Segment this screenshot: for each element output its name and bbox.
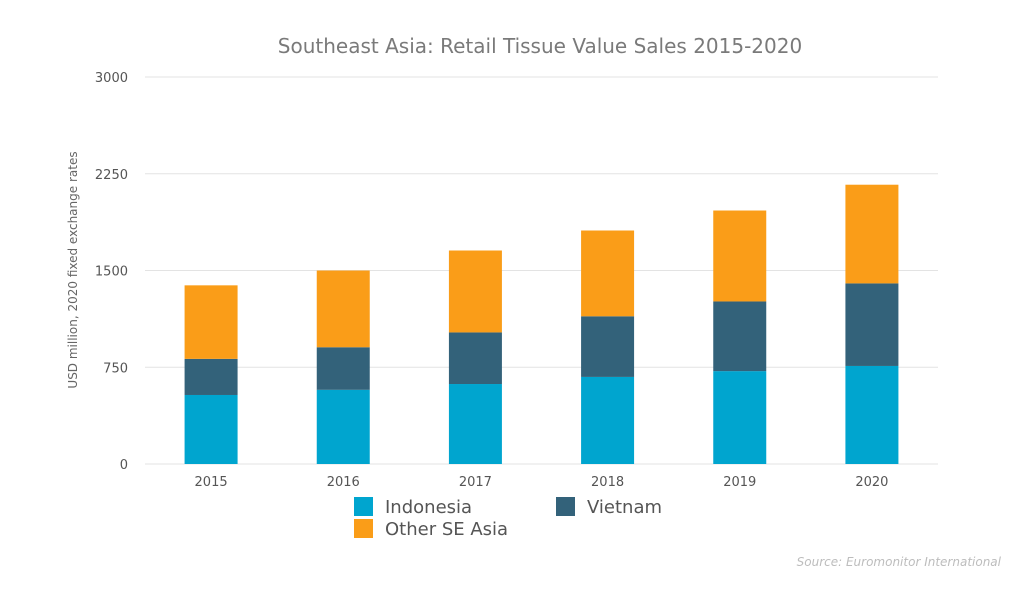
bar-other-se-asia-2016 (316, 270, 370, 348)
bar-other-se-asia-2017 (448, 250, 502, 333)
x-tick-label: 2017 (459, 475, 492, 490)
legend-label-other-se-asia: Other SE Asia (385, 519, 508, 540)
y-tick-label: 1500 (95, 265, 128, 280)
gridlines (145, 76, 938, 465)
bars (184, 184, 899, 464)
y-axis-ticks: 0 750 1500 2250 3000 (95, 71, 128, 473)
x-tick-label: 2016 (327, 475, 360, 490)
bar-other-se-asia-2020 (845, 184, 899, 284)
bar-other-se-asia-2018 (581, 230, 635, 317)
x-tick-label: 2019 (723, 475, 756, 490)
bar-other-se-asia-2019 (713, 210, 767, 302)
x-tick-label: 2015 (195, 475, 228, 490)
y-tick-label: 2250 (95, 168, 128, 183)
bar-vietnam-2016 (316, 347, 370, 390)
y-tick-label: 0 (120, 458, 128, 473)
x-tick-label: 2020 (855, 475, 888, 490)
bar-indonesia-2020 (845, 365, 899, 464)
legend-swatch-indonesia (354, 497, 373, 516)
bar-vietnam-2020 (845, 283, 899, 366)
source-note: Source: Euromonitor International (797, 555, 1002, 569)
bar-vietnam-2019 (713, 301, 767, 372)
y-axis-label: USD million, 2020 fixed exchange rates (66, 151, 80, 388)
bar-indonesia-2017 (448, 384, 502, 464)
x-tick-label: 2018 (591, 475, 624, 490)
bar-indonesia-2016 (316, 389, 370, 464)
legend-swatch-other-se-asia (354, 519, 373, 538)
x-axis-ticks: 2015 2016 2017 2018 2019 2020 (195, 475, 889, 490)
chart-title: Southeast Asia: Retail Tissue Value Sale… (278, 34, 802, 58)
bar-vietnam-2015 (184, 358, 238, 395)
y-tick-label: 3000 (95, 71, 128, 86)
bar-vietnam-2018 (581, 316, 635, 377)
bar-indonesia-2018 (581, 376, 635, 464)
bar-indonesia-2015 (184, 394, 238, 464)
legend-label-indonesia: Indonesia (385, 497, 472, 518)
y-tick-label: 750 (103, 361, 128, 376)
bar-other-se-asia-2015 (184, 285, 238, 359)
legend-swatch-vietnam (556, 497, 575, 516)
bar-indonesia-2019 (713, 371, 767, 464)
legend-label-vietnam: Vietnam (587, 497, 662, 518)
bar-vietnam-2017 (448, 332, 502, 385)
legend: Indonesia Vietnam Other SE Asia (354, 497, 662, 540)
